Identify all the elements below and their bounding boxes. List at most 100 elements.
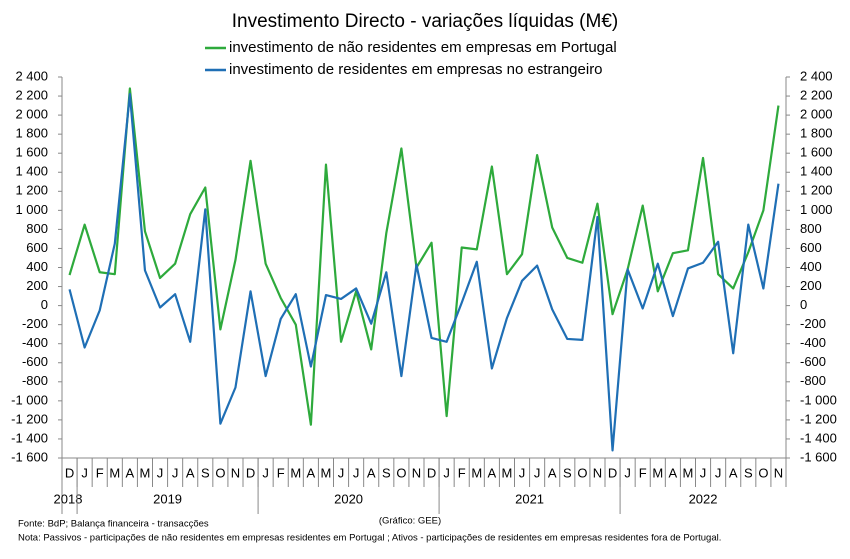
x-tick-label: A	[729, 465, 738, 480]
y-tick-label: 400	[26, 259, 48, 274]
y-tick-label: 2 000	[15, 107, 48, 122]
x-tick-label: F	[96, 465, 104, 480]
year-label: 2022	[689, 491, 718, 506]
x-tick-label: J	[157, 465, 164, 480]
x-tick-label: A	[548, 465, 557, 480]
year-label: 2019	[153, 491, 182, 506]
y-tick-label: -1 400	[11, 430, 48, 445]
y-tick-label: -400	[22, 335, 48, 350]
x-tick-label: J	[624, 465, 631, 480]
x-tick-label: D	[246, 465, 255, 480]
y-tick-label: 800	[26, 221, 48, 236]
x-tick-label: M	[140, 465, 151, 480]
x-tick-label: S	[382, 465, 391, 480]
x-tick-label: D	[608, 465, 617, 480]
y2-tick-label: -1 200	[800, 411, 837, 426]
x-tick-label: J	[338, 465, 345, 480]
x-tick-label: S	[201, 465, 210, 480]
x-tick-label: M	[683, 465, 694, 480]
x-tick-label: J	[81, 465, 88, 480]
x-tick-label: M	[290, 465, 301, 480]
y-tick-label: 2 200	[15, 87, 48, 102]
series-line	[68, 87, 780, 426]
x-tick-label: N	[412, 465, 421, 480]
y-tick-label: 600	[26, 240, 48, 255]
series-line	[68, 93, 780, 452]
y-tick-label: 0	[41, 297, 48, 312]
y-tick-label: -1 600	[11, 449, 48, 464]
x-tick-label: F	[639, 465, 647, 480]
y2-tick-label: 600	[800, 240, 822, 255]
credit: (Gráfico: GEE)	[379, 516, 441, 527]
y-tick-label: -800	[22, 373, 48, 388]
x-tick-label: N	[774, 465, 783, 480]
x-tick-label: N	[593, 465, 602, 480]
x-tick-label: J	[534, 465, 541, 480]
legend-label: investimento de residentes em empresas n…	[229, 61, 603, 78]
x-tick-label: M	[109, 465, 120, 480]
x-tick-label: A	[488, 465, 497, 480]
y2-tick-label: 1 600	[800, 145, 833, 160]
x-tick-label: J	[519, 465, 526, 480]
x-tick-label: O	[758, 465, 768, 480]
y2-tick-label: -1 600	[800, 449, 837, 464]
y-tick-label: 2 400	[15, 68, 48, 83]
y-tick-label: 200	[26, 278, 48, 293]
source: Fonte: BdP; Balança financeira - transac…	[18, 519, 209, 530]
x-tick-label: O	[215, 465, 225, 480]
x-tick-label: A	[186, 465, 195, 480]
note: Nota: Passivos - participações de não re…	[18, 533, 721, 544]
y-tick-label: 1 400	[15, 164, 48, 179]
x-tick-label: J	[353, 465, 360, 480]
y2-tick-label: 2 400	[800, 68, 833, 83]
x-tick-label: F	[277, 465, 285, 480]
y2-tick-label: -800	[800, 373, 826, 388]
y2-tick-label: 2 200	[800, 87, 833, 102]
x-tick-label: A	[307, 465, 316, 480]
y-tick-label: -200	[22, 316, 48, 331]
x-tick-label: M	[652, 465, 663, 480]
x-tick-label: S	[744, 465, 753, 480]
x-tick-label: A	[367, 465, 376, 480]
y-tick-label: -600	[22, 354, 48, 369]
x-tick-label: D	[427, 465, 436, 480]
x-tick-label: D	[65, 465, 74, 480]
y2-tick-label: 800	[800, 221, 822, 236]
y2-tick-label: 0	[800, 297, 807, 312]
y2-tick-label: 1 400	[800, 164, 833, 179]
y2-tick-label: 2 000	[800, 107, 833, 122]
x-tick-label: A	[126, 465, 135, 480]
year-label: 2021	[515, 491, 544, 506]
y2-tick-label: -1 400	[800, 430, 837, 445]
x-tick-label: J	[172, 465, 179, 480]
x-tick-label: M	[502, 465, 513, 480]
y-tick-label: 1 200	[15, 183, 48, 198]
chart-title: Investimento Directo - variações líquida…	[232, 11, 618, 32]
y2-tick-label: 1 800	[800, 126, 833, 141]
x-tick-label: N	[231, 465, 240, 480]
x-tick-label: J	[700, 465, 707, 480]
y2-tick-label: -600	[800, 354, 826, 369]
y2-tick-label: 200	[800, 278, 822, 293]
x-tick-label: A	[669, 465, 678, 480]
y2-tick-label: -200	[800, 316, 826, 331]
x-tick-label: O	[577, 465, 587, 480]
y2-tick-label: 400	[800, 259, 822, 274]
year-label: 2020	[334, 491, 363, 506]
legend-label: investimento de não residentes em empres…	[229, 39, 617, 56]
x-tick-label: M	[321, 465, 332, 480]
x-tick-label: J	[715, 465, 722, 480]
y2-tick-label: -400	[800, 335, 826, 350]
x-tick-label: O	[396, 465, 406, 480]
x-tick-label: S	[563, 465, 572, 480]
x-tick-label: M	[471, 465, 482, 480]
y-tick-label: 1 800	[15, 126, 48, 141]
y2-tick-label: 1 200	[800, 183, 833, 198]
year-label: 2018	[54, 491, 83, 506]
x-tick-label: J	[443, 465, 450, 480]
y-tick-label: 1 600	[15, 145, 48, 160]
y2-tick-label: 1 000	[800, 202, 833, 217]
x-tick-label: F	[458, 465, 466, 480]
y-tick-label: 1 000	[15, 202, 48, 217]
